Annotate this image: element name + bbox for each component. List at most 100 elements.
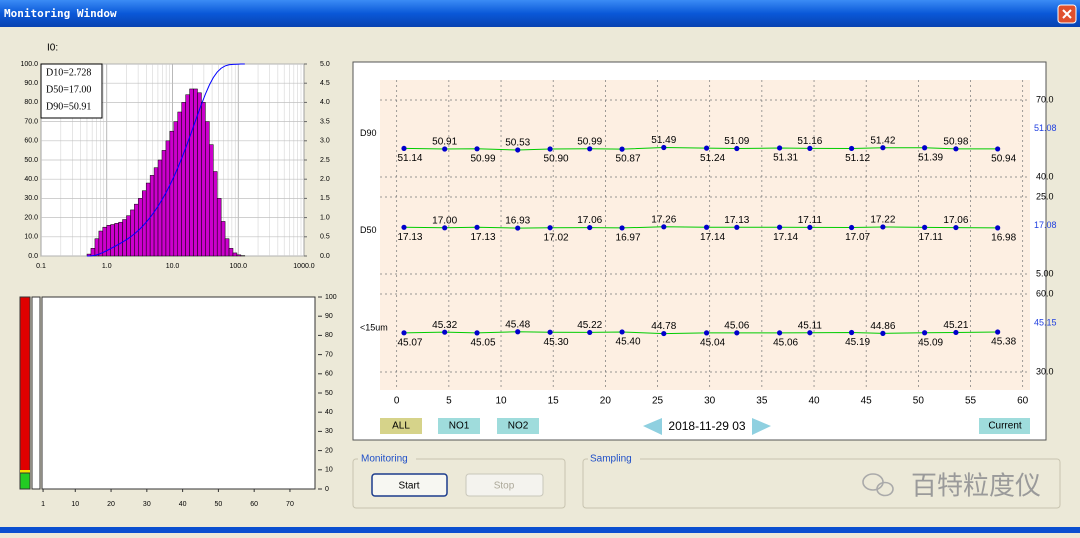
y-tick-label: 70.0 [1036,94,1054,104]
data-label: 45.22 [577,320,602,331]
y-tick-label: 50.0 [24,157,38,164]
y2-tick-label: 3.0 [320,138,330,145]
series-label: D90 [360,128,377,138]
data-point [704,225,709,230]
data-label: 51.16 [797,136,822,147]
current-value: 17.08 [1034,220,1057,230]
x-tick-label: 50 [214,501,222,508]
data-point [619,329,624,334]
y2-tick-label: 4.5 [320,80,330,87]
y-tick-label: 5.00 [1036,268,1054,278]
y2-tick-label: 1.5 [320,195,330,202]
data-label: 16.98 [991,233,1016,244]
data-label: 50.99 [577,136,602,147]
level-bar [20,297,30,489]
data-label: 17.06 [943,215,968,226]
data-point [922,145,927,150]
data-label: 45.04 [700,338,725,349]
data-point [922,225,927,230]
data-label: 45.21 [943,320,968,331]
x-tick-label: 20 [107,501,115,508]
histogram-bar [119,222,123,256]
data-label: 17.14 [700,232,725,243]
data-label: 51.09 [724,136,749,147]
start-button[interactable]: Start [372,474,447,496]
x-tick-label: 35 [756,396,768,407]
x-tick-label: 40 [808,396,820,407]
y-tick-label: 80 [325,332,333,339]
data-point [777,145,782,150]
y-tick-label: 90 [325,313,333,320]
y-tick-label: 60.0 [1036,288,1054,298]
series-label: <15um [360,322,388,332]
data-point [995,225,1000,230]
stop-label: Stop [494,481,515,492]
data-label: 17.00 [432,215,457,226]
data-label: 17.11 [918,232,943,243]
data-point [547,146,552,151]
data-point [619,147,624,152]
y-tick-label: 70.0 [24,118,38,125]
close-button[interactable] [1058,5,1076,23]
x-tick-label: 55 [965,396,977,407]
level-bar-2 [32,297,40,489]
annotation: D50=17.00 [46,84,91,95]
chart-label: I0: [47,43,58,54]
data-label: 50.99 [471,153,496,164]
date-label: 2018-11-29 03 [668,419,746,433]
data-point [777,330,782,335]
data-label: 45.09 [918,337,943,348]
y-tick-label: 30.0 [1036,366,1054,376]
histogram-bar [166,141,170,256]
data-label: 51.39 [918,152,943,163]
x-tick-label: 100.0 [229,263,247,270]
x-tick-label: 20 [600,396,612,407]
data-label: 45.38 [991,337,1016,348]
stop-button[interactable]: Stop [466,474,543,496]
y-tick-label: 40.0 [24,176,38,183]
histogram-bar [233,253,237,256]
data-label: 45.30 [544,337,569,348]
x-tick-label: 1000.0 [293,263,315,270]
data-label: 17.13 [724,215,749,226]
watermark: 百特粒度仪 [911,472,1041,502]
data-label: 17.13 [471,232,496,243]
histogram-bar [194,89,198,256]
histogram-bar [150,175,154,256]
x-tick-label: 10 [495,396,507,407]
data-label: 51.49 [651,135,676,146]
data-label: 51.24 [700,153,725,164]
data-label: 45.40 [616,337,641,348]
data-point [547,225,552,230]
histogram-bar [205,122,209,256]
histogram-bar [91,248,95,256]
data-label: 51.14 [397,153,422,164]
monitoring-title: Monitoring [361,454,408,465]
window-title: Monitoring Window [4,7,117,20]
histogram-bar [186,95,190,256]
sampling-title: Sampling [590,454,632,465]
histogram-bar [130,210,134,256]
histogram-bar [225,239,229,256]
filter-all[interactable]: ALL [380,418,422,434]
data-label: 50.53 [505,138,530,149]
y2-tick-label: 3.5 [320,118,330,125]
y-tick-label: 60 [325,371,333,378]
x-tick-label: 5 [446,396,452,407]
data-label: 50.98 [943,136,968,147]
data-label: 17.06 [577,215,602,226]
data-label: 51.42 [870,135,895,146]
data-label: 50.90 [544,154,569,165]
y-tick-label: 80.0 [24,99,38,106]
current-button[interactable]: Current [979,418,1030,434]
data-label: 45.05 [471,338,496,349]
filter-no2[interactable]: NO2 [497,418,539,434]
data-label: 50.94 [991,154,1016,165]
filter-label: NO2 [508,421,529,432]
filter-no1[interactable]: NO1 [438,418,480,434]
y-tick-label: 10 [325,467,333,474]
current-value: 51.08 [1034,123,1057,133]
y-tick-label: 100 [325,294,337,301]
histogram-bar [115,223,119,256]
